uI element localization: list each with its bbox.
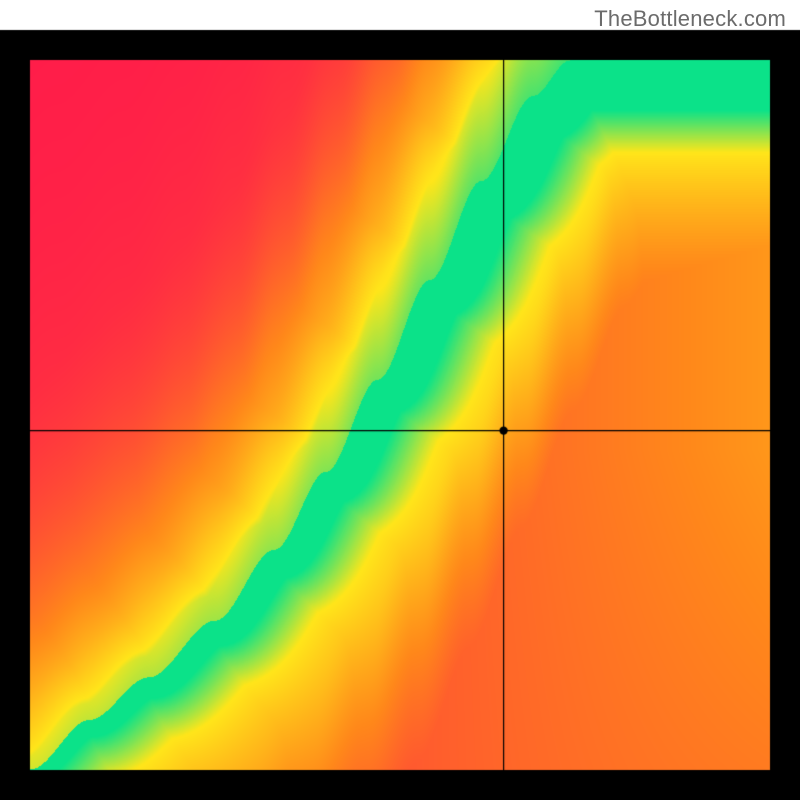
heatmap-canvas — [0, 0, 800, 800]
chart-container: TheBottleneck.com — [0, 0, 800, 800]
watermark-text: TheBottleneck.com — [594, 6, 786, 32]
